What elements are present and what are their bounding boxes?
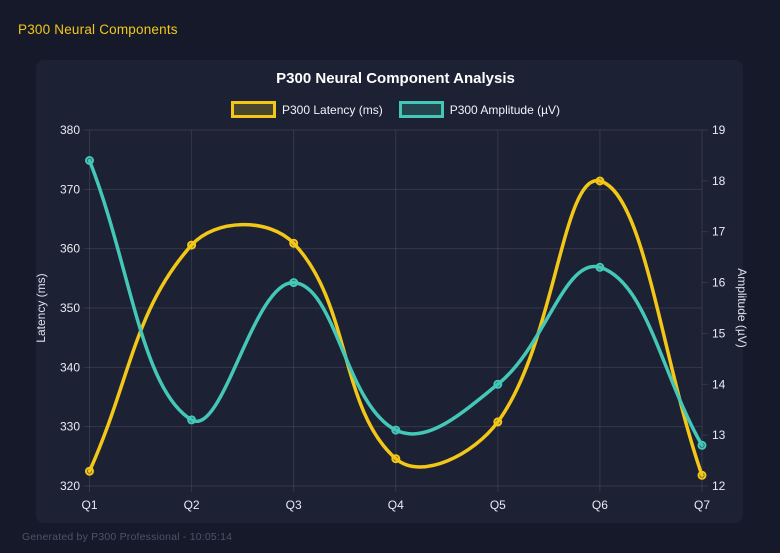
amplitude-legend-label: P300 Amplitude (µV) bbox=[449, 102, 561, 117]
data-point[interactable] bbox=[85, 156, 94, 165]
right-axis-tick-label: 18 bbox=[712, 174, 726, 188]
data-point[interactable] bbox=[697, 440, 707, 450]
left-axis-tick-label: 350 bbox=[60, 301, 80, 315]
left-axis-tick-label: 320 bbox=[60, 479, 80, 493]
right-axis-tick-label: 13 bbox=[712, 428, 726, 442]
data-point[interactable] bbox=[493, 379, 503, 389]
left-axis-tick-label: 340 bbox=[60, 360, 80, 374]
data-point[interactable] bbox=[595, 262, 605, 272]
x-axis-tick-label: Q4 bbox=[388, 498, 404, 512]
right-axis-tick-label: 12 bbox=[712, 479, 726, 493]
right-axis-tick-label: 14 bbox=[712, 377, 726, 391]
left-axis-title: Latency (ms) bbox=[34, 273, 48, 342]
x-axis-tick-label: Q3 bbox=[286, 498, 302, 512]
data-point[interactable] bbox=[289, 278, 299, 288]
right-axis-title: Amplitude (µV) bbox=[735, 268, 749, 348]
legend-item-amplitude[interactable]: P300 Amplitude (µV) bbox=[398, 101, 561, 118]
data-point[interactable] bbox=[187, 415, 197, 425]
data-point[interactable] bbox=[493, 417, 503, 427]
footer-text: Generated by P300 Professional - 10:05:1… bbox=[22, 531, 233, 543]
left-axis-tick-label: 330 bbox=[60, 420, 80, 434]
latency-legend-label: P300 Latency (ms) bbox=[281, 102, 383, 117]
data-point[interactable] bbox=[85, 466, 94, 476]
data-point[interactable] bbox=[289, 238, 299, 248]
data-point[interactable] bbox=[595, 176, 605, 186]
left-axis-tick-label: 380 bbox=[60, 123, 80, 137]
chart-legend: P300 Latency (ms) P300 Amplitude (µV) bbox=[88, 101, 703, 118]
x-axis-tick-label: Q7 bbox=[694, 498, 710, 512]
legend-item-latency[interactable]: P300 Latency (ms) bbox=[230, 101, 383, 118]
app-title: P300 Neural Components bbox=[18, 22, 178, 37]
chart-panel bbox=[36, 60, 743, 523]
data-point[interactable] bbox=[391, 425, 401, 435]
x-axis-tick-label: Q6 bbox=[592, 498, 608, 512]
x-axis-tick-label: Q1 bbox=[81, 498, 97, 512]
amplitude-legend-swatch bbox=[398, 101, 444, 118]
latency-legend-swatch bbox=[230, 101, 276, 118]
x-axis-tick-label: Q2 bbox=[184, 498, 200, 512]
chart-title: P300 Neural Component Analysis bbox=[276, 70, 515, 87]
right-axis-tick-label: 15 bbox=[712, 326, 726, 340]
left-axis-tick-label: 370 bbox=[60, 182, 80, 196]
right-axis-tick-label: 17 bbox=[712, 225, 726, 239]
data-point[interactable] bbox=[697, 470, 707, 480]
data-point[interactable] bbox=[187, 240, 197, 250]
x-axis-tick-label: Q5 bbox=[490, 498, 506, 512]
right-axis-tick-label: 16 bbox=[712, 276, 726, 290]
data-point[interactable] bbox=[391, 454, 401, 464]
left-axis-tick-label: 360 bbox=[60, 242, 80, 256]
amplitude-line bbox=[87, 158, 704, 448]
right-axis-tick-label: 19 bbox=[712, 123, 726, 137]
